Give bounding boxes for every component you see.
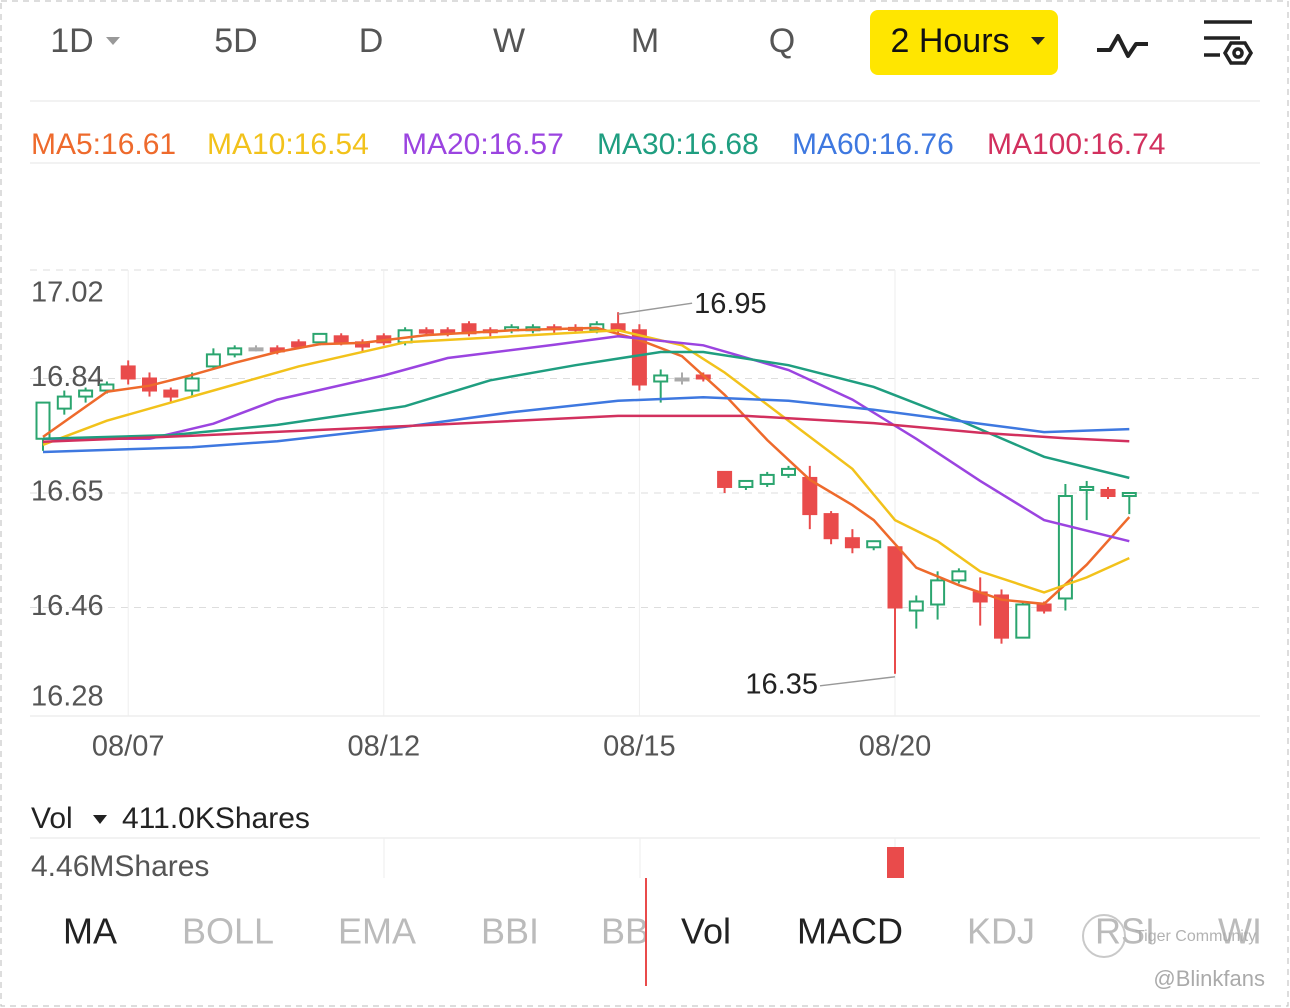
legend-entry: MA5:16.61	[31, 128, 176, 161]
period-tab[interactable]: M	[631, 22, 659, 60]
indicator-tab[interactable]: BB	[601, 911, 649, 952]
candle-body	[887, 546, 903, 609]
candle-body	[994, 594, 1009, 639]
candle-body	[717, 470, 733, 488]
candle-body	[184, 377, 200, 392]
x-tick-label: 08/20	[859, 731, 932, 763]
period-tab[interactable]: 5D	[214, 22, 257, 60]
candle-body	[781, 467, 796, 476]
active-tab-bg	[870, 10, 1058, 75]
candle-body	[1121, 492, 1137, 498]
volume-label[interactable]: Vol	[31, 802, 73, 835]
dropdown-caret	[1031, 37, 1045, 45]
candle-body	[1036, 603, 1052, 612]
indicator-tab[interactable]: BBI	[481, 911, 539, 952]
indicator-tab[interactable]: WI	[1218, 911, 1262, 952]
x-tick-label: 08/07	[92, 731, 165, 763]
y-tick-label: 16.84	[31, 361, 104, 393]
min-pointer	[819, 676, 896, 687]
watermark-user: @Blinkfans	[1153, 966, 1265, 991]
min-label: 16.35	[745, 668, 818, 700]
ma-line	[43, 335, 1130, 543]
legend-entry: MA60:16.76	[792, 128, 954, 161]
candle-body	[1015, 603, 1031, 639]
candle-body	[951, 570, 967, 582]
candle-body	[418, 329, 434, 334]
legend-entry: MA20:16.57	[402, 128, 564, 161]
max-pointer	[617, 302, 693, 315]
watermark-logo	[1082, 914, 1126, 958]
candle-body	[227, 347, 243, 356]
candle-body	[99, 383, 115, 392]
legend-entry: MA30:16.68	[597, 128, 759, 161]
ma-line	[42, 395, 1130, 454]
candle-body	[738, 479, 754, 488]
candle-body	[930, 579, 946, 606]
candle-body	[866, 540, 882, 549]
x-tick-label: 08/15	[603, 731, 676, 763]
indicator-tabs: MA BOLL EMA BBI BB Vol MACD KDJ RSI WI	[63, 911, 1262, 952]
candle-body	[120, 365, 136, 380]
candle-body	[291, 341, 307, 348]
watermark: Tiger Community	[1135, 928, 1256, 945]
price-chart: 17.02 16.84 16.65 16.46 16.28 08/07 08/12 08/15…	[30, 269, 1260, 763]
candle-body	[312, 332, 328, 344]
period-tab[interactable]: 2 Hours	[890, 22, 1009, 60]
indicator-icon[interactable]	[1097, 34, 1148, 58]
y-tick-label: 16.65	[31, 476, 104, 508]
candle-body	[205, 353, 221, 368]
indicator-tab[interactable]: KDJ	[967, 911, 1035, 952]
candle-body	[248, 347, 264, 352]
ma-legend: MA5:16.61 MA10:16.54 MA20:16.57 MA30:16.68 M…	[31, 128, 1165, 161]
candle-body	[163, 389, 179, 398]
candle-body	[844, 537, 860, 549]
y-tick-label: 16.28	[31, 681, 104, 713]
candle-body	[1079, 485, 1095, 491]
volume-current: 411.0KShares	[122, 802, 310, 835]
period-tab[interactable]: 1D	[50, 22, 93, 60]
ma-line	[42, 326, 1131, 606]
dropdown-caret	[93, 815, 107, 824]
ma-line	[42, 414, 1130, 444]
period-tab[interactable]: Q	[769, 22, 795, 60]
legend-entry: MA10:16.54	[207, 128, 369, 161]
candle-body	[56, 395, 72, 410]
ma-line	[42, 329, 1130, 594]
candle-body	[823, 513, 839, 540]
candle-body	[78, 389, 94, 398]
candle-body	[1057, 495, 1073, 600]
candle-body	[1100, 488, 1116, 498]
candle-body	[653, 374, 669, 383]
indicator-tab[interactable]: MA	[63, 911, 117, 952]
period-tab[interactable]: W	[493, 22, 525, 60]
period-tab[interactable]: D	[359, 22, 384, 60]
indicator-tab[interactable]: Vol	[681, 911, 731, 952]
dropdown-caret	[106, 37, 120, 45]
volume-bar	[887, 847, 904, 878]
legend-entry: MA100:16.74	[987, 128, 1165, 161]
max-label: 16.95	[694, 288, 767, 320]
candle-body	[333, 335, 349, 344]
volume-max: 4.46MShares	[31, 850, 209, 883]
candle-body	[674, 377, 690, 382]
candle-body	[908, 600, 924, 612]
settings-icon[interactable]	[1204, 20, 1254, 65]
candle-body	[759, 473, 775, 485]
indicator-tab[interactable]: MACD	[797, 911, 903, 952]
period-tabs: 1D 5D D W M Q 2 Hours	[50, 10, 1058, 75]
y-tick-label: 16.46	[31, 590, 104, 622]
x-tick-label: 08/12	[348, 731, 421, 763]
indicator-tab[interactable]: BOLL	[182, 911, 274, 952]
candle-body	[802, 476, 818, 516]
y-tick-label: 17.02	[31, 277, 104, 309]
indicator-tab[interactable]: EMA	[338, 911, 416, 952]
